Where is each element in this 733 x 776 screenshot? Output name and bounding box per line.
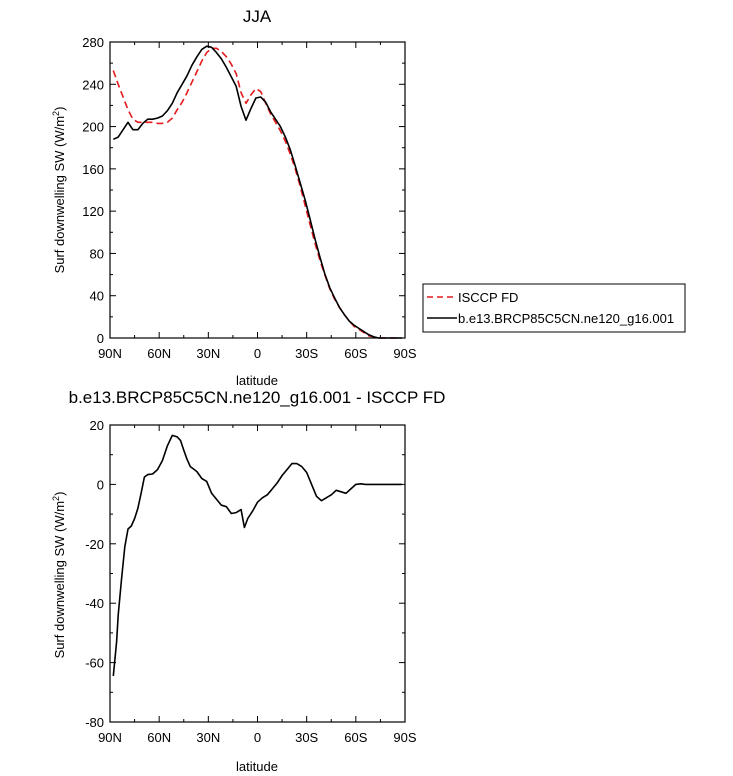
bottom-series-line-0 bbox=[112, 434, 402, 677]
top-xtick-label: 90S bbox=[393, 346, 416, 361]
bottom-chart-ylabel: Surf downwelling SW (W/m2) bbox=[51, 492, 67, 659]
bottom-chart-frame bbox=[109, 424, 406, 723]
legend-frame bbox=[422, 283, 686, 333]
top-ytick-label: 40 bbox=[90, 289, 104, 304]
top-xtick-label: 30S bbox=[295, 346, 318, 361]
top-ytick-label: 280 bbox=[82, 35, 104, 50]
top-ytick-label: 200 bbox=[82, 120, 104, 135]
top-chart-title: JJA bbox=[243, 7, 272, 26]
top-ytick-label: 160 bbox=[82, 162, 104, 177]
top-chart-lines bbox=[112, 45, 402, 339]
top-ytick-label: 80 bbox=[90, 246, 104, 261]
top-chart: JJA 90N 60N 30N 0 30S 60S 90S 0 40 80 120 160 200 240… bbox=[51, 7, 686, 388]
legend-label-isccp: ISCCP FD bbox=[458, 290, 518, 305]
top-ytick-label: 0 bbox=[97, 331, 104, 346]
top-chart-legend: ISCCP FD b.e13.BRCP85C5CN.ne120_g16.001 bbox=[422, 283, 686, 333]
bottom-chart-ticks: 90N 60N 30N 0 30S 60S 90S -80 -60 -40 -20 0 20 bbox=[85, 418, 417, 745]
bottom-xtick-label: 30S bbox=[295, 730, 318, 745]
top-series-line-1 bbox=[112, 45, 402, 339]
top-series-line-0 bbox=[112, 47, 402, 339]
top-xtick-label: 90N bbox=[98, 346, 122, 361]
bottom-chart-lines bbox=[112, 434, 402, 677]
bottom-ytick-label: 0 bbox=[97, 477, 104, 492]
bottom-ytick-label: -60 bbox=[85, 656, 104, 671]
bottom-xtick-label: 90N bbox=[98, 730, 122, 745]
bottom-ytick-label: -20 bbox=[85, 537, 104, 552]
top-chart-ticks: 90N 60N 30N 0 30S 60S 90S 0 40 80 120 160 200 240 280 bbox=[82, 35, 417, 361]
top-chart-ylabel: Surf downwelling SW (W/m2) bbox=[51, 107, 67, 274]
bottom-xtick-label: 60S bbox=[344, 730, 367, 745]
bottom-ytick-label: -80 bbox=[85, 715, 104, 730]
bottom-chart-title: b.e13.BRCP85C5CN.ne120_g16.001 - ISCCP F… bbox=[69, 388, 446, 407]
bottom-xtick-label: 60N bbox=[147, 730, 171, 745]
top-xtick-label: 0 bbox=[254, 346, 261, 361]
top-chart-frame bbox=[109, 41, 406, 339]
bottom-chart: b.e13.BRCP85C5CN.ne120_g16.001 - ISCCP F… bbox=[51, 388, 445, 774]
top-xtick-label: 60N bbox=[147, 346, 171, 361]
bottom-chart-xlabel: latitude bbox=[236, 759, 278, 774]
legend-label-model: b.e13.BRCP85C5CN.ne120_g16.001 bbox=[458, 311, 674, 326]
top-chart-xlabel: latitude bbox=[236, 373, 278, 388]
bottom-ytick-label: -40 bbox=[85, 596, 104, 611]
top-xtick-label: 30N bbox=[196, 346, 220, 361]
top-ytick-label: 240 bbox=[82, 77, 104, 92]
top-xtick-label: 60S bbox=[344, 346, 367, 361]
bottom-xtick-label: 0 bbox=[254, 730, 261, 745]
bottom-ytick-label: 20 bbox=[90, 418, 104, 433]
bottom-xtick-label: 90S bbox=[393, 730, 416, 745]
top-ytick-label: 120 bbox=[82, 204, 104, 219]
bottom-xtick-label: 30N bbox=[196, 730, 220, 745]
